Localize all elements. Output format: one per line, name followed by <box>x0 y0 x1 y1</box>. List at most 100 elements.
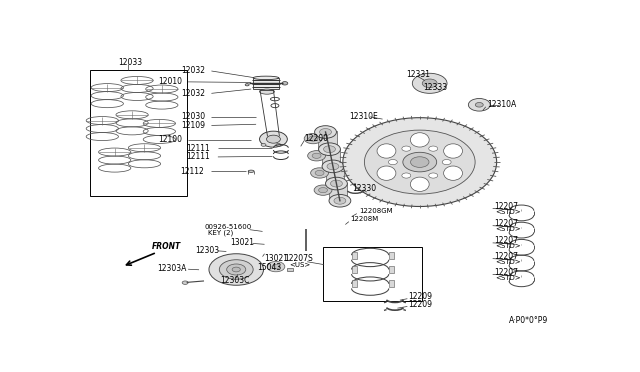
Circle shape <box>476 103 483 107</box>
Circle shape <box>319 129 332 135</box>
Text: 12303A: 12303A <box>157 264 186 273</box>
Text: 12111: 12111 <box>187 144 211 153</box>
Circle shape <box>319 187 328 193</box>
Circle shape <box>442 160 451 165</box>
Circle shape <box>334 197 346 204</box>
Circle shape <box>266 135 280 143</box>
Ellipse shape <box>248 170 254 172</box>
Circle shape <box>329 195 351 207</box>
Text: 12207S: 12207S <box>284 254 313 263</box>
Bar <box>352 252 356 259</box>
Text: 12208GM: 12208GM <box>359 208 392 214</box>
Circle shape <box>388 160 397 165</box>
Circle shape <box>282 81 288 85</box>
Text: 12100: 12100 <box>158 135 182 144</box>
Circle shape <box>468 99 490 111</box>
Text: 12207: 12207 <box>494 202 518 211</box>
Bar <box>90 70 187 196</box>
Text: 12032: 12032 <box>182 89 205 98</box>
Circle shape <box>327 163 339 170</box>
Text: 12207: 12207 <box>494 219 518 228</box>
Text: KEY (2): KEY (2) <box>208 229 233 236</box>
FancyBboxPatch shape <box>326 166 344 184</box>
Circle shape <box>260 131 287 147</box>
Circle shape <box>232 267 241 272</box>
Text: 12310A: 12310A <box>486 100 516 109</box>
Circle shape <box>308 151 326 161</box>
FancyBboxPatch shape <box>318 131 337 150</box>
Text: 13021: 13021 <box>264 254 289 263</box>
Text: 12033: 12033 <box>118 58 143 67</box>
Ellipse shape <box>410 177 429 192</box>
Circle shape <box>314 185 332 195</box>
Circle shape <box>364 130 475 194</box>
Text: 12330: 12330 <box>352 184 376 193</box>
Bar <box>253 78 279 89</box>
Text: 12112: 12112 <box>180 167 204 176</box>
Text: 12209: 12209 <box>408 292 433 301</box>
Ellipse shape <box>410 133 429 147</box>
Ellipse shape <box>377 144 396 158</box>
Bar <box>389 252 394 259</box>
Circle shape <box>308 136 317 141</box>
Text: <STD>: <STD> <box>495 275 521 281</box>
Text: 12207: 12207 <box>494 236 518 245</box>
Circle shape <box>315 126 337 138</box>
Text: 12030: 12030 <box>182 112 206 121</box>
Text: 12207: 12207 <box>494 267 518 276</box>
Text: FRONT: FRONT <box>152 241 181 250</box>
Circle shape <box>319 143 340 155</box>
Text: 12032: 12032 <box>182 67 205 76</box>
Text: 12208M: 12208M <box>350 217 379 222</box>
Text: A·P0*0°P9: A·P0*0°P9 <box>509 316 548 325</box>
Circle shape <box>330 180 342 187</box>
Text: <STD>: <STD> <box>495 259 521 265</box>
Text: 12109: 12109 <box>182 121 205 130</box>
Circle shape <box>422 79 437 87</box>
Circle shape <box>220 260 253 279</box>
Circle shape <box>312 153 321 158</box>
Bar <box>389 280 394 287</box>
Circle shape <box>403 152 436 172</box>
Text: <STD>: <STD> <box>495 209 521 215</box>
Text: 12200: 12200 <box>304 134 328 143</box>
Circle shape <box>245 84 249 86</box>
Text: 13021: 13021 <box>230 238 254 247</box>
Circle shape <box>310 168 328 178</box>
Bar <box>352 266 356 273</box>
Circle shape <box>315 170 324 176</box>
Text: <STD>: <STD> <box>495 226 521 232</box>
Circle shape <box>227 264 246 275</box>
Text: 12303C: 12303C <box>220 276 249 285</box>
Text: 12331: 12331 <box>406 70 430 79</box>
Text: <STD>: <STD> <box>495 243 521 249</box>
Bar <box>323 247 422 301</box>
Bar <box>352 280 356 287</box>
Circle shape <box>182 281 188 284</box>
Circle shape <box>402 146 411 151</box>
Ellipse shape <box>444 166 463 180</box>
Text: 12303: 12303 <box>195 246 219 255</box>
Circle shape <box>276 144 281 146</box>
Ellipse shape <box>253 76 279 80</box>
Text: 12333: 12333 <box>423 83 447 92</box>
Text: 12209: 12209 <box>408 300 433 309</box>
Bar <box>389 266 394 273</box>
Text: 12111: 12111 <box>187 153 211 161</box>
Circle shape <box>343 118 497 206</box>
Text: 15043: 15043 <box>257 263 282 272</box>
Bar <box>287 268 293 271</box>
Circle shape <box>261 144 266 146</box>
Circle shape <box>322 160 344 173</box>
Circle shape <box>410 157 429 167</box>
Circle shape <box>429 173 438 178</box>
Ellipse shape <box>444 144 463 158</box>
Circle shape <box>304 134 322 144</box>
Circle shape <box>402 173 411 178</box>
Text: 12010: 12010 <box>158 77 182 86</box>
Text: <US>: <US> <box>289 262 310 267</box>
FancyBboxPatch shape <box>329 183 348 201</box>
Circle shape <box>209 254 264 285</box>
Text: 12310E: 12310E <box>349 112 378 121</box>
Ellipse shape <box>260 89 275 94</box>
